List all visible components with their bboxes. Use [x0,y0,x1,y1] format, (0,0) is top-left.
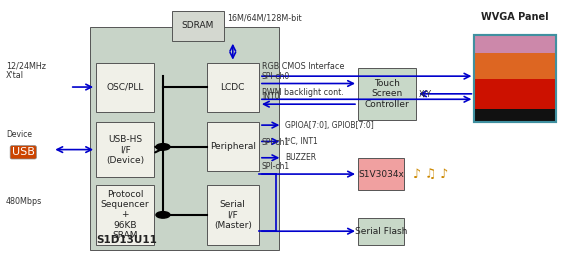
FancyBboxPatch shape [207,63,259,112]
Text: Serial Flash: Serial Flash [355,227,407,236]
FancyBboxPatch shape [96,185,154,245]
Circle shape [156,212,170,218]
Text: WVGA Panel: WVGA Panel [481,12,549,22]
Text: 480Mbps: 480Mbps [6,197,42,206]
FancyBboxPatch shape [96,122,154,177]
Text: SPI-ch0: SPI-ch0 [262,72,290,81]
Text: S1D13U11: S1D13U11 [96,235,157,245]
FancyBboxPatch shape [172,11,224,41]
Text: Device: Device [6,130,32,139]
Circle shape [156,144,170,150]
Text: SPI-ch1: SPI-ch1 [262,138,290,147]
Text: GPIOA[7:0], GPIOB[7:0]: GPIOA[7:0], GPIOB[7:0] [285,120,374,130]
FancyBboxPatch shape [207,185,259,245]
FancyBboxPatch shape [474,53,556,79]
Text: RGB CMOS Interface: RGB CMOS Interface [262,62,345,71]
FancyBboxPatch shape [207,122,259,171]
Text: SDRAM: SDRAM [182,21,214,30]
FancyBboxPatch shape [90,27,279,250]
Text: 12/24MHz
X'tal: 12/24MHz X'tal [6,61,46,81]
Text: USB: USB [12,147,35,157]
Text: ♪ ♫ ♪: ♪ ♫ ♪ [413,168,449,181]
Text: S1V3034x: S1V3034x [359,169,404,179]
Text: LCDC: LCDC [221,82,245,92]
FancyBboxPatch shape [474,35,556,53]
Text: I²C, INT1: I²C, INT1 [285,137,318,146]
FancyBboxPatch shape [358,218,404,245]
FancyBboxPatch shape [474,79,556,109]
FancyBboxPatch shape [358,68,416,120]
Text: BUZZER: BUZZER [285,153,316,162]
Text: INT0: INT0 [262,92,279,101]
FancyBboxPatch shape [358,158,404,190]
FancyBboxPatch shape [474,35,556,122]
Text: OSC/PLL: OSC/PLL [107,82,144,92]
Text: PWM backlight cont.: PWM backlight cont. [262,88,343,97]
Text: USB-HS
I/F
(Device): USB-HS I/F (Device) [106,135,144,165]
FancyBboxPatch shape [474,109,556,122]
Text: Serial
I/F
(Master): Serial I/F (Master) [214,200,252,230]
Text: X/Y: X/Y [419,89,432,98]
Text: 16M/64M/128M-bit: 16M/64M/128M-bit [227,13,301,22]
Text: Touch
Screen
Controller: Touch Screen Controller [365,79,409,109]
Text: Peripheral: Peripheral [210,142,256,152]
Text: Protocol
Sequencer
+
96KB
SRAM: Protocol Sequencer + 96KB SRAM [101,190,150,240]
Text: SPI-ch1: SPI-ch1 [262,162,290,171]
FancyBboxPatch shape [96,63,154,112]
